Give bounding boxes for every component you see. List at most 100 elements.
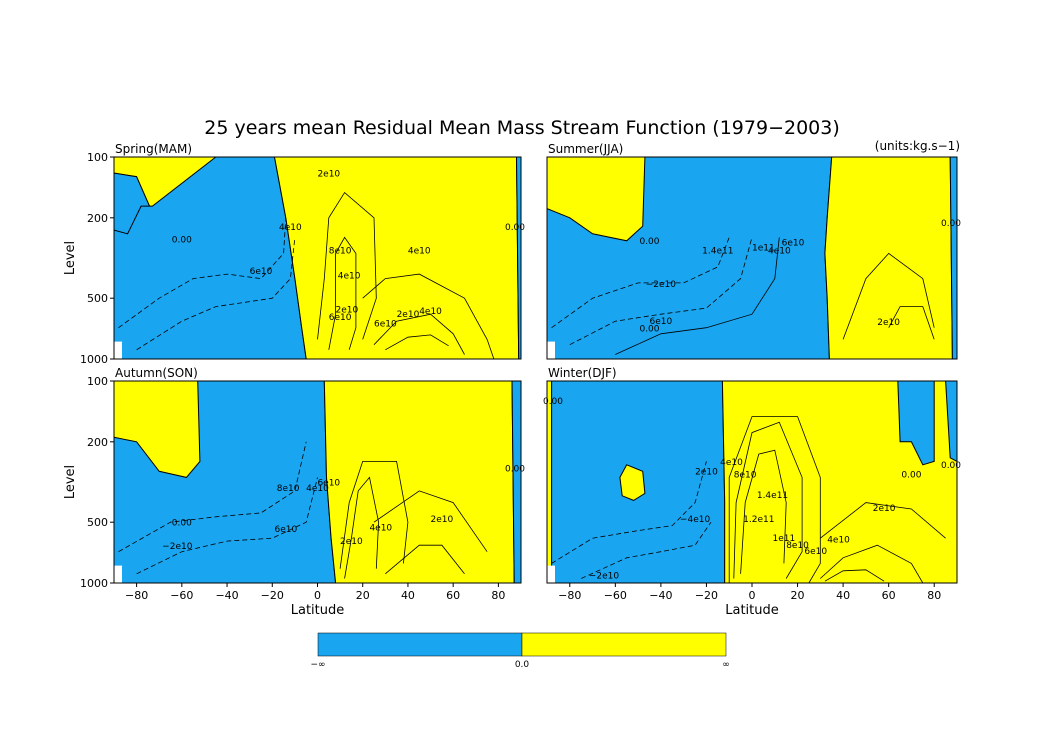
negative-region bbox=[897, 381, 935, 466]
panel-title: Spring(MAM) bbox=[115, 142, 192, 156]
y-tick-label: 200 bbox=[87, 436, 108, 449]
topography-mask bbox=[114, 341, 122, 359]
negative-region bbox=[945, 381, 957, 462]
contour-line bbox=[551, 237, 730, 329]
contour-label: 4e10 bbox=[827, 535, 850, 545]
contour-line bbox=[385, 544, 465, 575]
y-tick-label: 200 bbox=[87, 212, 108, 225]
contour-label: 0.00 bbox=[639, 324, 659, 334]
contour-line bbox=[136, 477, 318, 575]
x-tick-label: 60 bbox=[882, 589, 896, 602]
panel-title: Summer(JJA) bbox=[548, 142, 623, 156]
x-tick-label: −80 bbox=[558, 589, 581, 602]
contour-label: −2e10 bbox=[646, 280, 677, 290]
contour-label: −2e10 bbox=[162, 542, 193, 552]
contour-label: 2e10 bbox=[695, 467, 718, 477]
contour-line bbox=[615, 237, 780, 355]
contour-label: 1.4e11 bbox=[702, 246, 733, 256]
contour-label: 2e10 bbox=[431, 515, 454, 525]
contour-label: 8e10 bbox=[786, 541, 809, 551]
x-axis-label: Latitude bbox=[291, 603, 345, 618]
contour-label: 0.00 bbox=[941, 219, 961, 229]
contour-label: 2e10 bbox=[340, 537, 363, 547]
contour-line bbox=[728, 416, 821, 583]
contour-label: 2e10 bbox=[873, 504, 896, 514]
contour-line bbox=[888, 306, 935, 340]
y-tick-label: 1000 bbox=[80, 353, 108, 366]
topography-mask bbox=[547, 565, 555, 583]
contour-label: 2e10 bbox=[317, 170, 340, 180]
negative-region bbox=[511, 381, 521, 583]
contour-line bbox=[344, 476, 380, 579]
contour-label: 0.00 bbox=[901, 470, 921, 480]
contour-label: 6e10 bbox=[804, 547, 827, 557]
positive-region bbox=[114, 381, 201, 478]
contour-line bbox=[362, 273, 495, 359]
contour-label: 0.00 bbox=[639, 237, 659, 247]
contour-label: 6e10 bbox=[250, 267, 273, 277]
topography-mask bbox=[547, 341, 555, 359]
x-tick-label: −80 bbox=[125, 589, 148, 602]
contour-line bbox=[328, 236, 357, 350]
contour-line bbox=[339, 461, 409, 569]
colorbar-label-max: ∞ bbox=[722, 660, 730, 670]
negative-region bbox=[515, 157, 521, 359]
positive-region bbox=[824, 157, 953, 359]
contour-label: 2e10 bbox=[397, 310, 420, 320]
contour-label: 4e10 bbox=[369, 524, 392, 534]
contour-label: 4e10 bbox=[768, 246, 791, 256]
positive-region bbox=[323, 381, 515, 583]
x-tick-label: −40 bbox=[215, 589, 238, 602]
contour-line bbox=[733, 421, 803, 579]
contour-label: 1.4e11 bbox=[757, 491, 788, 501]
contour-label: 2e10 bbox=[336, 306, 359, 316]
colorbar-negative bbox=[317, 632, 523, 657]
contour-label: 4e10 bbox=[338, 272, 361, 282]
contour-label: 6e10 bbox=[329, 313, 352, 323]
contour-line bbox=[842, 252, 935, 340]
panel-summer-jja: 0.00−2e101.4e116e101e110.002e104e106e100… bbox=[546, 142, 961, 360]
positive-region bbox=[547, 381, 553, 583]
figure-title: 25 years mean Residual Mean Mass Stream … bbox=[204, 117, 840, 139]
contour-label: 8e10 bbox=[734, 470, 757, 480]
contour-label: 8e10 bbox=[329, 246, 352, 256]
x-tick-label: −20 bbox=[695, 589, 718, 602]
panel-frame bbox=[113, 156, 522, 360]
contour-line bbox=[118, 441, 307, 553]
x-tick-label: 80 bbox=[927, 589, 941, 602]
contour-label: 4e10 bbox=[279, 223, 302, 233]
units-label: (units:kg.s−1) bbox=[875, 139, 960, 153]
contour-label: 4e10 bbox=[419, 307, 442, 317]
contour-label: −4e10 bbox=[680, 515, 711, 525]
x-axis-label: Latitude bbox=[725, 603, 779, 618]
panel-winter-djf: 0.00−2e10−4e102e104e108e101.2e111.4e111e… bbox=[543, 366, 961, 618]
positive-region bbox=[721, 381, 957, 583]
contour-label: 0.00 bbox=[505, 223, 525, 233]
contour-label: 0.00 bbox=[172, 519, 192, 529]
contour-line bbox=[373, 490, 488, 552]
y-tick-label: 500 bbox=[87, 516, 108, 529]
x-tick-label: 0 bbox=[314, 589, 321, 602]
contour-label: 8e10 bbox=[277, 484, 300, 494]
contour-label: 6e10 bbox=[650, 317, 673, 327]
contour-label: 2e10 bbox=[877, 318, 900, 328]
colorbar-positive bbox=[521, 632, 727, 657]
contour-line bbox=[317, 191, 377, 340]
contour-label: 0.00 bbox=[505, 464, 525, 474]
x-tick-label: −60 bbox=[170, 589, 193, 602]
y-tick-label: 100 bbox=[87, 151, 108, 164]
x-tick-label: 20 bbox=[356, 589, 370, 602]
positive-region bbox=[619, 464, 646, 501]
contour-line bbox=[820, 544, 924, 583]
x-tick-label: 40 bbox=[836, 589, 850, 602]
contour-label: 1e11 bbox=[773, 534, 796, 544]
contour-label: 1e11 bbox=[752, 243, 775, 253]
contour-label: 1.2e11 bbox=[743, 515, 774, 525]
x-tick-label: −40 bbox=[649, 589, 672, 602]
contour-label: 0.00 bbox=[941, 461, 961, 471]
colorbar: −∞ 0.0 ∞ bbox=[310, 632, 730, 670]
contour-label: 4e10 bbox=[720, 458, 743, 468]
